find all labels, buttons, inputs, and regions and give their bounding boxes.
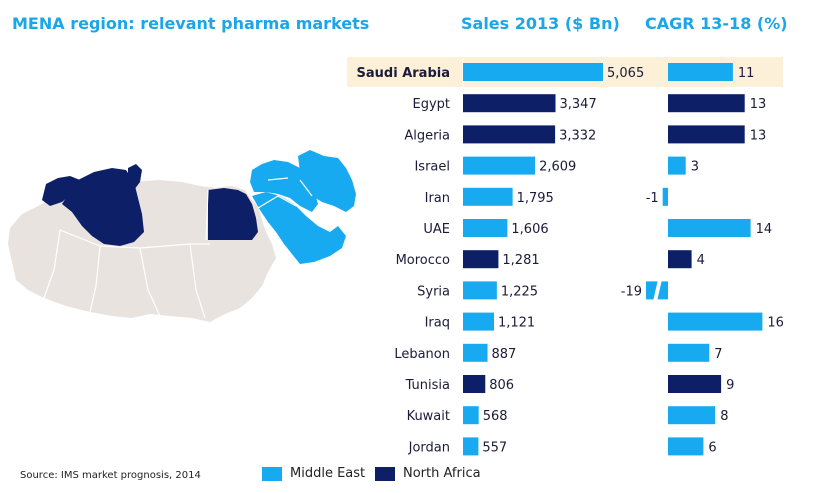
country-label-jordan: Jordan bbox=[408, 440, 450, 455]
sales-bar-tunisia bbox=[463, 375, 486, 393]
country-label-algeria: Algeria bbox=[404, 128, 450, 143]
cagr-bar-iraq bbox=[668, 312, 763, 331]
country-label-lebanon: Lebanon bbox=[394, 347, 450, 362]
cagr-bar-uae bbox=[668, 219, 751, 237]
map-tunisia bbox=[128, 164, 142, 190]
sales-value-israel: 2,609 bbox=[539, 160, 576, 175]
sales-bar-syria bbox=[463, 281, 497, 300]
legend-label-north-africa: North Africa bbox=[403, 466, 481, 481]
cagr-bar-saudi-arabia bbox=[668, 63, 733, 81]
sales-bar-lebanon bbox=[463, 343, 488, 362]
cagr-value-saudi-arabia: 11 bbox=[738, 66, 755, 81]
cagr-bar-israel bbox=[668, 156, 686, 175]
cagr-value-jordan: 6 bbox=[708, 440, 716, 455]
cagr-bar-algeria bbox=[668, 125, 745, 144]
country-label-iraq: Iraq bbox=[425, 316, 450, 331]
cagr-value-morocco: 4 bbox=[697, 253, 705, 268]
country-label-egypt: Egypt bbox=[412, 97, 450, 112]
sales-value-saudi-arabia: 5,065 bbox=[607, 66, 644, 81]
cagr-value-israel: 3 bbox=[691, 160, 699, 175]
cagr-bar-egypt bbox=[668, 94, 745, 113]
sales-bar-morocco bbox=[463, 250, 499, 269]
cagr-value-lebanon: 7 bbox=[714, 347, 722, 362]
map-iran bbox=[298, 150, 356, 212]
country-label-uae: UAE bbox=[423, 222, 450, 237]
legend-swatch-north-africa bbox=[375, 466, 395, 481]
sales-value-iraq: 1,121 bbox=[498, 316, 535, 331]
country-label-iran: Iran bbox=[425, 191, 450, 206]
sales-bar-kuwait bbox=[463, 406, 479, 425]
sales-value-egypt: 3,347 bbox=[560, 97, 597, 112]
map-morocco bbox=[42, 176, 80, 206]
mena-map bbox=[8, 150, 356, 322]
legend-swatch-middle-east bbox=[262, 466, 282, 481]
sales-value-iran: 1,795 bbox=[517, 191, 554, 206]
cagr-column-title: CAGR 13-18 (%) bbox=[645, 14, 788, 33]
sales-bar-algeria bbox=[463, 125, 556, 144]
cagr-bar-kuwait bbox=[668, 406, 716, 425]
cagr-bar-lebanon bbox=[668, 343, 710, 362]
chart-title: MENA region: relevant pharma markets bbox=[12, 14, 370, 33]
legend-item-middle-east: Middle East bbox=[262, 466, 365, 481]
map-egypt bbox=[208, 188, 258, 240]
sales-column-title: Sales 2013 ($ Bn) bbox=[461, 14, 620, 33]
cagr-value-kuwait: 8 bbox=[720, 409, 728, 424]
cagr-value-iraq: 16 bbox=[767, 316, 784, 331]
sales-value-uae: 1,606 bbox=[511, 222, 548, 237]
cagr-bar-iran bbox=[662, 187, 668, 206]
sales-bar-jordan bbox=[463, 437, 479, 456]
sales-value-lebanon: 887 bbox=[492, 347, 517, 362]
country-label-kuwait: Kuwait bbox=[407, 409, 450, 424]
sales-bar-saudi-arabia bbox=[463, 63, 603, 81]
sales-bar-israel bbox=[463, 156, 536, 175]
map-borders bbox=[43, 177, 313, 319]
sales-bar-iraq bbox=[463, 312, 494, 331]
cagr-bar-tunisia bbox=[668, 375, 722, 393]
sales-value-jordan: 557 bbox=[482, 440, 507, 455]
cagr-bar-morocco bbox=[668, 250, 692, 269]
country-label-saudi-arabia: Saudi Arabia bbox=[357, 66, 450, 81]
country-label-morocco: Morocco bbox=[396, 253, 450, 268]
cagr-value-uae: 14 bbox=[756, 222, 773, 237]
cagr-value-syria: -19 bbox=[621, 284, 642, 299]
legend-label-middle-east: Middle East bbox=[290, 466, 366, 481]
sales-value-kuwait: 568 bbox=[483, 409, 508, 424]
cagr-value-algeria: 13 bbox=[750, 128, 767, 143]
sales-value-morocco: 1,281 bbox=[502, 253, 539, 268]
cagr-axis-break-syria bbox=[653, 279, 662, 302]
sales-bar-egypt bbox=[463, 94, 556, 113]
legend-item-north-africa: North Africa bbox=[375, 466, 481, 481]
cagr-bar-jordan bbox=[668, 437, 704, 456]
cagr-value-tunisia: 9 bbox=[726, 378, 734, 393]
sales-value-algeria: 3,332 bbox=[559, 128, 596, 143]
map-saudi-arabia bbox=[252, 192, 346, 264]
sales-value-tunisia: 806 bbox=[489, 378, 514, 393]
map-algeria bbox=[62, 168, 144, 246]
country-label-israel: Israel bbox=[414, 160, 450, 175]
country-label-tunisia: Tunisia bbox=[405, 378, 450, 393]
source-note: Source: IMS market prognosis, 2014 bbox=[20, 470, 201, 481]
sales-value-syria: 1,225 bbox=[501, 284, 538, 299]
cagr-value-iran: -1 bbox=[646, 191, 659, 206]
sales-bar-iran bbox=[463, 187, 513, 206]
sales-bar-uae bbox=[463, 219, 508, 237]
cagr-value-egypt: 13 bbox=[750, 97, 767, 112]
country-label-syria: Syria bbox=[417, 284, 450, 299]
